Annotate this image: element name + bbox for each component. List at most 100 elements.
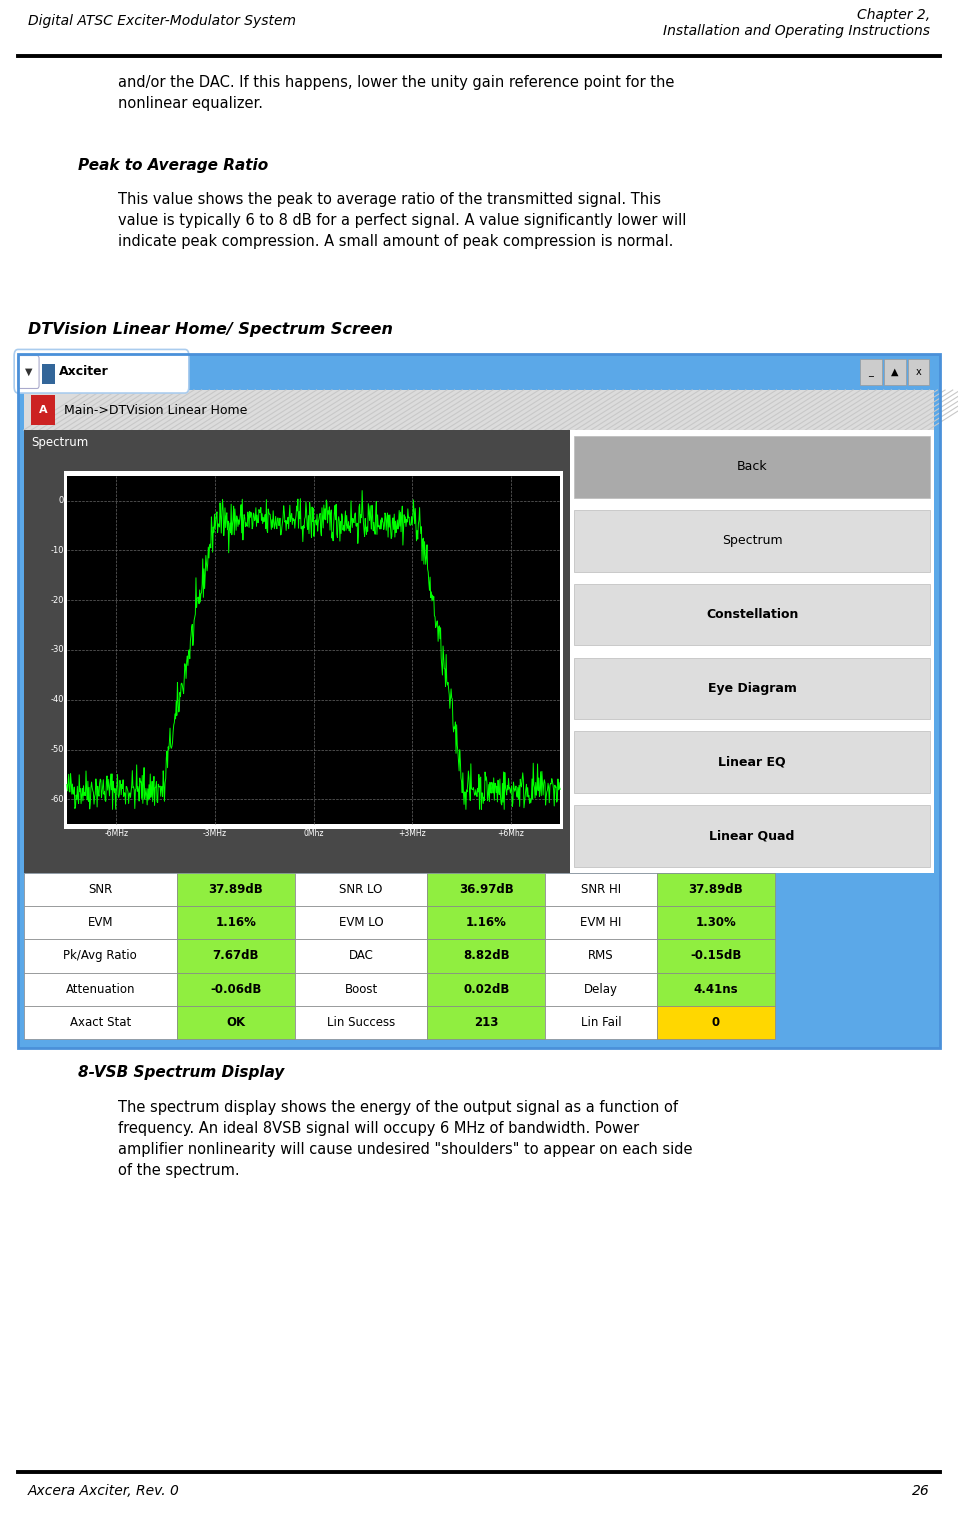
Bar xyxy=(427,973,545,1006)
Text: EVM: EVM xyxy=(87,916,113,930)
Text: -20: -20 xyxy=(51,595,64,604)
Bar xyxy=(295,1006,427,1040)
Text: Main->DTVision Linear Home: Main->DTVision Linear Home xyxy=(64,403,247,417)
Bar xyxy=(18,355,940,1049)
Text: SNR HI: SNR HI xyxy=(581,883,621,896)
Bar xyxy=(67,476,560,825)
Bar xyxy=(176,1006,295,1040)
Text: Axact Stat: Axact Stat xyxy=(70,1015,131,1029)
Text: 7.67dB: 7.67dB xyxy=(213,950,260,962)
Text: -10: -10 xyxy=(51,546,64,556)
Text: -30: -30 xyxy=(51,645,64,654)
Text: SNR: SNR xyxy=(88,883,112,896)
Text: ▼: ▼ xyxy=(25,367,33,377)
Bar xyxy=(574,732,930,793)
Bar xyxy=(18,355,940,390)
Text: Lin Success: Lin Success xyxy=(327,1015,396,1029)
Text: -50: -50 xyxy=(51,746,64,753)
Bar xyxy=(24,1006,176,1040)
Text: -6MHz: -6MHz xyxy=(104,829,128,839)
Text: RMS: RMS xyxy=(588,950,614,962)
Bar xyxy=(295,874,427,906)
Text: 0: 0 xyxy=(712,1015,719,1029)
Bar xyxy=(656,939,775,973)
Text: 37.89dB: 37.89dB xyxy=(689,883,743,896)
Text: 37.89dB: 37.89dB xyxy=(209,883,263,896)
Bar xyxy=(24,906,176,939)
Bar xyxy=(295,906,427,939)
Text: 26: 26 xyxy=(912,1484,930,1498)
Text: 0: 0 xyxy=(58,496,64,505)
Bar xyxy=(545,874,656,906)
Bar xyxy=(934,874,940,1049)
Bar xyxy=(176,906,295,939)
Bar xyxy=(42,364,56,384)
Text: -0.15dB: -0.15dB xyxy=(690,950,741,962)
Text: Spectrum: Spectrum xyxy=(32,437,89,449)
Bar xyxy=(427,906,545,939)
Text: DAC: DAC xyxy=(349,950,374,962)
Bar xyxy=(24,973,176,1006)
Text: Axcera Axciter, Rev. 0: Axcera Axciter, Rev. 0 xyxy=(28,1484,180,1498)
Text: and/or the DAC. If this happens, lower the unity gain reference point for the
no: and/or the DAC. If this happens, lower t… xyxy=(118,75,674,111)
Text: +3MHz: +3MHz xyxy=(399,829,426,839)
Bar xyxy=(545,906,656,939)
Text: -60: -60 xyxy=(51,794,64,804)
Bar xyxy=(656,874,775,906)
Bar xyxy=(295,939,427,973)
Text: Linear EQ: Linear EQ xyxy=(718,756,786,769)
FancyBboxPatch shape xyxy=(14,350,189,393)
Text: -3MHz: -3MHz xyxy=(203,829,227,839)
FancyBboxPatch shape xyxy=(908,359,929,385)
Text: The spectrum display shows the energy of the output signal as a function of
freq: The spectrum display shows the energy of… xyxy=(118,1100,693,1178)
Bar xyxy=(570,431,934,874)
Bar xyxy=(18,874,24,1049)
Text: 0Mhz: 0Mhz xyxy=(304,829,324,839)
Text: 213: 213 xyxy=(474,1015,498,1029)
Bar xyxy=(427,939,545,973)
Text: Digital ATSC Exciter-Modulator System: Digital ATSC Exciter-Modulator System xyxy=(28,14,296,27)
FancyBboxPatch shape xyxy=(18,356,39,388)
Text: OK: OK xyxy=(226,1015,245,1029)
Bar xyxy=(574,658,930,720)
Text: Delay: Delay xyxy=(584,983,618,995)
Text: Peak to Average Ratio: Peak to Average Ratio xyxy=(78,158,268,174)
Text: This value shows the peak to average ratio of the transmitted signal. This
value: This value shows the peak to average rat… xyxy=(118,192,686,250)
Bar xyxy=(64,472,563,829)
Text: A: A xyxy=(39,405,48,416)
Bar xyxy=(24,874,176,906)
Bar xyxy=(545,1006,656,1040)
Text: Boost: Boost xyxy=(345,983,377,995)
Text: EVM LO: EVM LO xyxy=(339,916,383,930)
Bar xyxy=(32,394,56,426)
Text: x: x xyxy=(916,367,922,377)
Bar xyxy=(176,973,295,1006)
Text: Linear Quad: Linear Quad xyxy=(710,829,795,843)
Text: -0.06dB: -0.06dB xyxy=(210,983,262,995)
Bar xyxy=(176,939,295,973)
Bar xyxy=(656,1006,775,1040)
Text: ▲: ▲ xyxy=(891,367,899,377)
Bar xyxy=(427,874,545,906)
Bar xyxy=(427,1006,545,1040)
Text: Back: Back xyxy=(737,461,767,473)
Text: _: _ xyxy=(869,367,874,377)
Bar xyxy=(24,390,934,431)
Bar xyxy=(24,939,176,973)
Text: SNR LO: SNR LO xyxy=(339,883,383,896)
Text: Chapter 2,
Installation and Operating Instructions: Chapter 2, Installation and Operating In… xyxy=(663,8,930,38)
Bar xyxy=(545,973,656,1006)
Text: 4.41ns: 4.41ns xyxy=(694,983,738,995)
FancyBboxPatch shape xyxy=(884,359,905,385)
Text: Attenuation: Attenuation xyxy=(65,983,135,995)
Bar xyxy=(18,355,940,1049)
Bar xyxy=(656,973,775,1006)
Text: -40: -40 xyxy=(51,696,64,705)
Text: 1.30%: 1.30% xyxy=(696,916,736,930)
FancyBboxPatch shape xyxy=(860,359,881,385)
Text: Eye Diagram: Eye Diagram xyxy=(708,682,796,696)
Text: +6Mhz: +6Mhz xyxy=(497,829,524,839)
Text: Axciter: Axciter xyxy=(59,365,109,379)
Text: Spectrum: Spectrum xyxy=(721,534,783,548)
Bar xyxy=(574,584,930,645)
